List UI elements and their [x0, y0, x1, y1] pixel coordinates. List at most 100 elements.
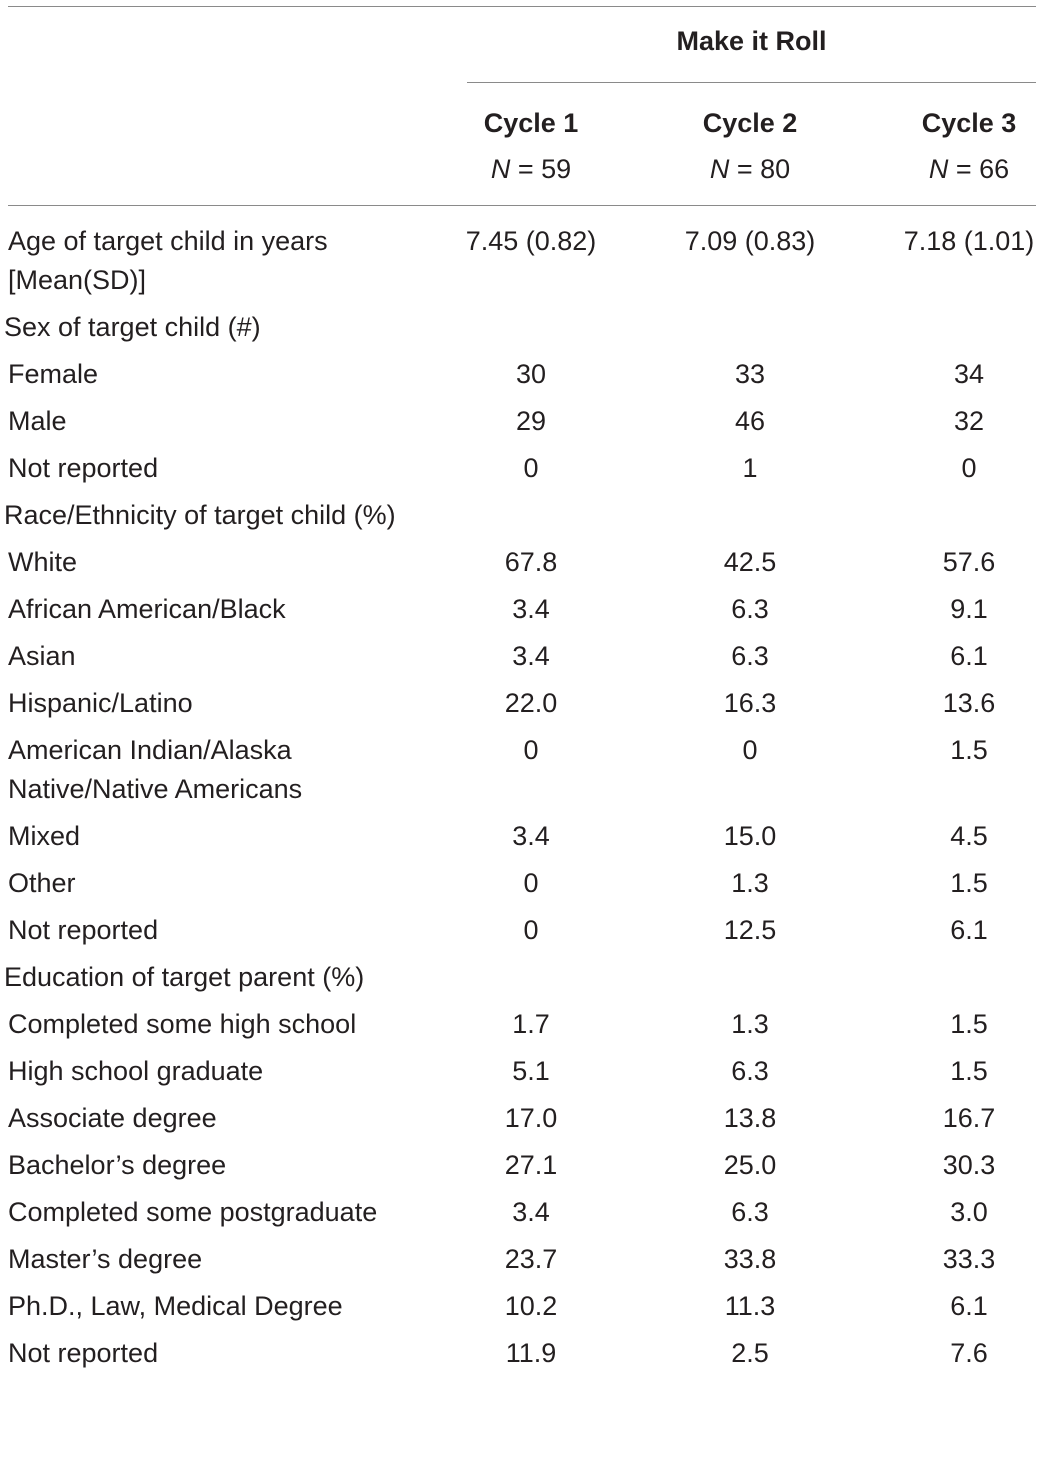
cell-cycle-2: 6.3 [731, 594, 769, 624]
column-n: N = 80 [640, 152, 860, 186]
column-name: Cycle 1 [483, 108, 579, 138]
cell-cycle-2: 42.5 [723, 547, 777, 577]
cell-cycle-2: 33 [734, 359, 766, 389]
cell-cycle-1: 0 [523, 735, 539, 765]
cell-cycle-3: 33.3 [942, 1244, 996, 1274]
table-row: Not reported 0 12.5 6.1 [0, 911, 1042, 950]
cell-cycle-3: 6.1 [950, 915, 988, 945]
group-title: Make it Roll [676, 26, 827, 56]
section-header-row: Sex of target child (#) [0, 308, 1042, 347]
cell-cycle-3: 0 [961, 453, 977, 483]
row-label: Education of target parent (%) [4, 962, 365, 992]
table-row: Not reported 11.9 2.5 7.6 [0, 1334, 1042, 1373]
row-label: Master’s degree [8, 1244, 203, 1274]
cell-cycle-1: 17.0 [504, 1103, 558, 1133]
row-label: Completed some postgraduate [8, 1197, 378, 1227]
table-row: Master’s degree 23.7 33.8 33.3 [0, 1240, 1042, 1279]
cell-cycle-1: 67.8 [504, 547, 558, 577]
cell-cycle-1: 29 [515, 406, 547, 436]
section-header-row: Education of target parent (%) [0, 958, 1042, 997]
cell-cycle-2: 11.3 [724, 1291, 776, 1321]
table-row: Male 29 46 32 [0, 402, 1042, 441]
cell-cycle-3: 1.5 [950, 1009, 988, 1039]
row-label: Male [8, 406, 67, 436]
cell-cycle-2: 6.3 [731, 641, 769, 671]
row-label: Female [8, 359, 99, 389]
cell-cycle-2: 33.8 [723, 1244, 777, 1274]
table-row: Mixed 3.4 15.0 4.5 [0, 817, 1042, 856]
cell-cycle-3: 1.5 [950, 735, 988, 765]
table-row: American Indian/Alaska Native/Native Ame… [0, 731, 1042, 809]
cell-cycle-2: 0 [742, 735, 758, 765]
table-row: White 67.8 42.5 57.6 [0, 543, 1042, 582]
cell-cycle-3: 6.1 [950, 1291, 988, 1321]
cell-cycle-1: 30 [515, 359, 547, 389]
cell-cycle-3: 7.6 [950, 1338, 988, 1368]
column-n: N = 66 [859, 152, 1042, 186]
group-rule [467, 82, 1036, 83]
n-symbol: N [490, 154, 511, 184]
cell-cycle-1: 10.2 [504, 1291, 558, 1321]
cell-cycle-1: 1.7 [512, 1009, 550, 1039]
cell-cycle-3: 1.5 [950, 868, 988, 898]
row-label: Not reported [8, 915, 159, 945]
row-label: African American/Black [8, 594, 286, 624]
cell-cycle-3: 3.0 [950, 1197, 988, 1227]
n-symbol: N [928, 154, 949, 184]
header-rule [8, 205, 1036, 206]
table-row: African American/Black 3.4 6.3 9.1 [0, 590, 1042, 629]
table-row: Ph.D., Law, Medical Degree 10.2 11.3 6.1 [0, 1287, 1042, 1326]
cell-cycle-2: 46 [734, 406, 766, 436]
cell-cycle-2: 15.0 [723, 821, 777, 851]
cell-cycle-3: 57.6 [942, 547, 996, 577]
cell-cycle-2: 16.3 [723, 688, 777, 718]
table-body: Age of target child in years [Mean(SD)] 7… [0, 222, 1042, 1381]
cell-cycle-2: 6.3 [731, 1056, 769, 1086]
cell-cycle-1: 0 [523, 868, 539, 898]
n-value: = 66 [948, 154, 1010, 184]
table-row: Associate degree 17.0 13.8 16.7 [0, 1099, 1042, 1138]
column-n: N = 59 [421, 152, 641, 186]
row-label: Bachelor’s degree [8, 1150, 227, 1180]
cell-cycle-2: 12.5 [723, 915, 777, 945]
row-label: Race/Ethnicity of target child (%) [4, 500, 396, 530]
cell-cycle-1: 3.4 [512, 1197, 550, 1227]
row-label: Completed some high school [8, 1009, 357, 1039]
cell-cycle-2: 7.09 (0.83) [684, 226, 816, 256]
cell-cycle-2: 1 [742, 453, 758, 483]
row-label: Age of target child in years [Mean(SD)] [8, 226, 328, 295]
cell-cycle-3: 34 [953, 359, 985, 389]
row-label: Sex of target child (#) [4, 312, 261, 342]
top-rule [8, 6, 1036, 7]
cell-cycle-2: 2.5 [731, 1338, 769, 1368]
column-name: Cycle 2 [702, 108, 798, 138]
table-row: Female 30 33 34 [0, 355, 1042, 394]
table-row: Hispanic/Latino 22.0 16.3 13.6 [0, 684, 1042, 723]
cell-cycle-1: 0 [523, 453, 539, 483]
row-label: Hispanic/Latino [8, 688, 193, 718]
cell-cycle-1: 3.4 [512, 594, 550, 624]
column-header-cycle-2: Cycle 2 N = 80 [640, 106, 860, 186]
table-row: Other 0 1.3 1.5 [0, 864, 1042, 903]
column-name: Cycle 3 [921, 108, 1017, 138]
table-row: Not reported 0 1 0 [0, 449, 1042, 488]
table-row: Age of target child in years [Mean(SD)] 7… [0, 222, 1042, 300]
n-symbol: N [709, 154, 730, 184]
cell-cycle-1: 5.1 [512, 1056, 550, 1086]
cell-cycle-2: 1.3 [731, 868, 769, 898]
cell-cycle-1: 7.45 (0.82) [465, 226, 597, 256]
cell-cycle-1: 22.0 [504, 688, 558, 718]
cell-cycle-3: 30.3 [942, 1150, 996, 1180]
table-row: High school graduate 5.1 6.3 1.5 [0, 1052, 1042, 1091]
cell-cycle-2: 13.8 [723, 1103, 777, 1133]
n-value: = 80 [729, 154, 791, 184]
column-header-cycle-1: Cycle 1 N = 59 [421, 106, 641, 186]
cell-cycle-3: 1.5 [950, 1056, 988, 1086]
row-label: American Indian/Alaska Native/Native Ame… [8, 735, 303, 804]
table-row: Completed some high school 1.7 1.3 1.5 [0, 1005, 1042, 1044]
cell-cycle-1: 23.7 [504, 1244, 558, 1274]
row-label: Other [8, 868, 76, 898]
cell-cycle-3: 7.18 (1.01) [903, 226, 1035, 256]
cell-cycle-1: 3.4 [512, 641, 550, 671]
